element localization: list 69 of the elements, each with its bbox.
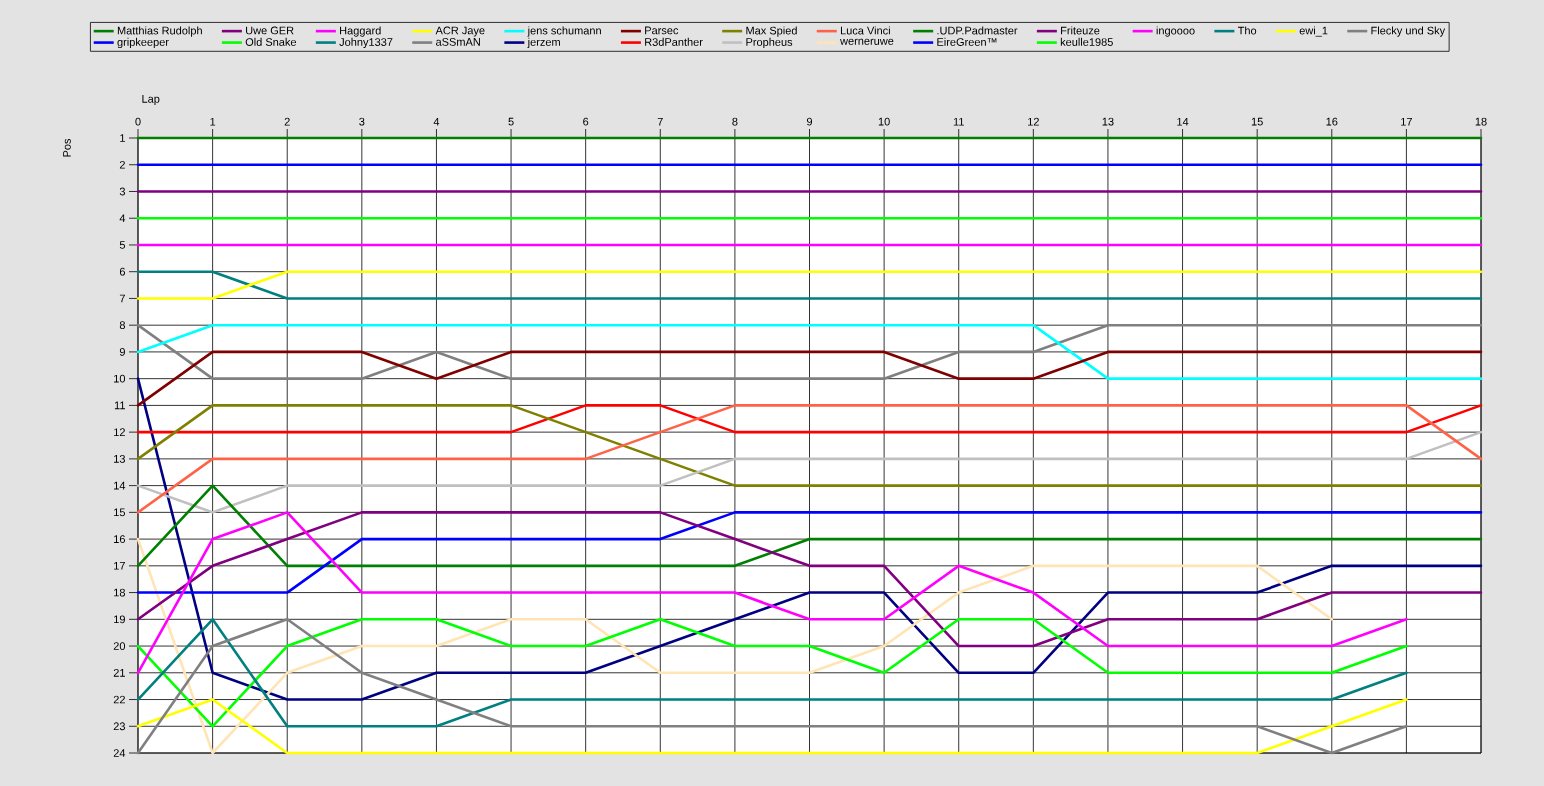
x-tick-label: 15 bbox=[1251, 117, 1263, 126]
legend-label: Propheus bbox=[746, 37, 793, 49]
legend-label: keulle1985 bbox=[1060, 37, 1113, 46]
x-tick-label: 12 bbox=[1028, 117, 1039, 126]
legend-label: R3dPanther bbox=[645, 37, 703, 46]
x-tick-label: 6 bbox=[583, 117, 589, 126]
x-tick-label: 7 bbox=[657, 117, 663, 126]
y-tick-label: 21 bbox=[113, 668, 125, 677]
x-tick-label: 1 bbox=[210, 117, 216, 126]
legend-label: ACR Jaye bbox=[435, 26, 485, 37]
y-tick-label: 10 bbox=[114, 374, 126, 383]
x-tick-label: 5 bbox=[508, 117, 514, 126]
y-tick-label: 6 bbox=[119, 267, 125, 276]
legend-label: Tho bbox=[1237, 26, 1257, 35]
legend-label: aSSmAN bbox=[436, 37, 480, 46]
x-tick-label: 10 bbox=[878, 117, 890, 126]
y-tick-label: 24 bbox=[113, 749, 126, 757]
x-tick-label: 17 bbox=[1401, 117, 1412, 126]
y-tick-label: 19 bbox=[114, 615, 125, 624]
legend-label: Flecky und Sky bbox=[1371, 26, 1446, 37]
legend-label: jerzem bbox=[527, 37, 560, 49]
y-tick-label: 18 bbox=[114, 588, 125, 597]
y-tick-label: 2 bbox=[119, 160, 125, 169]
y-axis-title: Pos bbox=[63, 138, 71, 157]
legend-label: Johny1337 bbox=[339, 37, 393, 49]
y-tick-label: 5 bbox=[119, 241, 126, 249]
legend-label: werneruwe bbox=[840, 38, 894, 45]
y-tick-label: 7 bbox=[119, 294, 125, 303]
legend-label: ingoooo bbox=[1156, 26, 1195, 37]
x-tick-label: 9 bbox=[806, 117, 813, 126]
legend-label: Matthias Rudolph bbox=[117, 26, 202, 37]
y-tick-label: 3 bbox=[119, 187, 125, 196]
y-tick-label: 4 bbox=[119, 214, 126, 223]
y-tick-label: 16 bbox=[114, 535, 125, 543]
y-tick-label: 22 bbox=[113, 695, 125, 704]
y-tick-label: 11 bbox=[114, 401, 125, 410]
legend-label: Haggard bbox=[340, 26, 381, 37]
legend-label: ewi_1 bbox=[1299, 26, 1328, 37]
y-tick-label: 13 bbox=[114, 454, 125, 463]
x-tick-label: 2 bbox=[284, 117, 290, 126]
x-tick-label: 3 bbox=[359, 117, 365, 126]
legend-label: Old Snake bbox=[245, 37, 297, 46]
legend-label: .UDP.Padmaster bbox=[937, 26, 1018, 35]
y-tick-label: 12 bbox=[114, 428, 125, 436]
y-tick-label: 8 bbox=[119, 321, 125, 330]
y-tick-label: 17 bbox=[114, 562, 125, 570]
legend-label: Uwe GER bbox=[246, 26, 294, 35]
x-tick-label: 18 bbox=[1475, 117, 1487, 126]
legend-label: EireGreen™ bbox=[937, 37, 997, 46]
x-tick-label: 14 bbox=[1177, 117, 1189, 126]
x-tick-label: 8 bbox=[732, 117, 738, 126]
x-axis-title: Lap bbox=[142, 95, 160, 105]
x-tick-label: 16 bbox=[1326, 117, 1338, 126]
legend-label: Max Spied bbox=[746, 26, 797, 37]
legend-label: Luca Vinci bbox=[840, 26, 890, 35]
legend-label: gripkeeper bbox=[117, 37, 169, 49]
y-tick-label: 20 bbox=[113, 642, 126, 650]
x-tick-label: 4 bbox=[433, 117, 440, 126]
y-tick-label: 15 bbox=[114, 508, 126, 517]
y-tick-label: 1 bbox=[120, 134, 125, 142]
y-tick-label: 23 bbox=[113, 722, 125, 731]
y-tick-label: 14 bbox=[114, 481, 126, 490]
y-tick-label: 9 bbox=[119, 348, 125, 356]
x-tick-label: 11 bbox=[953, 117, 964, 126]
x-tick-label: 0 bbox=[135, 117, 141, 126]
legend-label: Parsec bbox=[645, 26, 679, 35]
x-tick-label: 13 bbox=[1102, 117, 1114, 126]
legend-label: Friteuze bbox=[1061, 26, 1100, 35]
legend-label: jens schumann bbox=[527, 26, 601, 37]
